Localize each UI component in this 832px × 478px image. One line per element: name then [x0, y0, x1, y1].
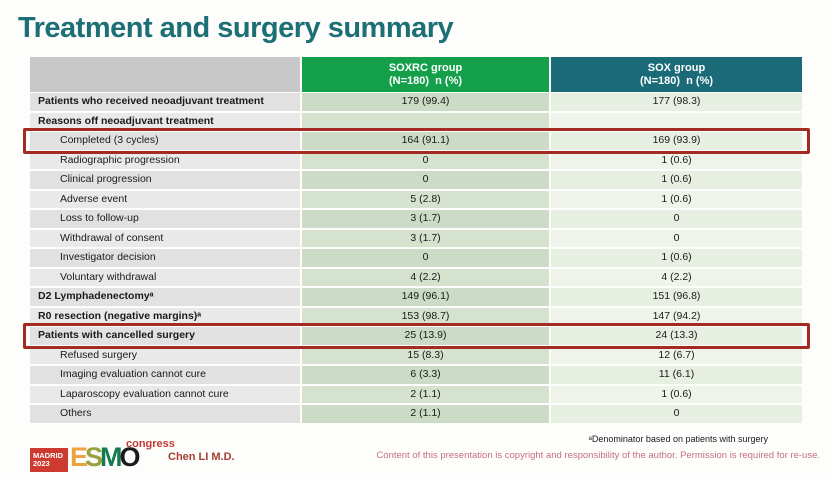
esmo-letter-s: S — [85, 442, 103, 472]
badge-year: 2023 — [33, 459, 50, 468]
esmo-letter-e: E — [70, 442, 88, 472]
table-row: Clinical progression 0 1 (0.6) — [30, 171, 802, 189]
table-row: Radiographic progression 0 1 (0.6) — [30, 151, 802, 169]
table-row: Reasons off neoadjuvant treatment — [30, 112, 802, 130]
sox-value: 1 (0.6) — [551, 385, 802, 403]
soxrc-group-name: SOXRC group — [388, 61, 463, 74]
sox-value — [551, 112, 802, 130]
summary-table: SOXRC group (N=180) n (%) SOX group (N=1… — [23, 57, 810, 425]
sox-value: 1 (0.6) — [551, 151, 802, 169]
esmo-letter-o: O — [119, 442, 141, 472]
table-row: Imaging evaluation cannot cure 6 (3.3) 11 … — [30, 366, 802, 384]
sox-value: 11 (6.1) — [551, 366, 802, 384]
table-row: D2 Lymphadenectomyᵃ 149 (96.1) 151 (96.8) — [30, 288, 802, 306]
sox-value: 0 — [551, 229, 802, 247]
soxrc-value: 149 (96.1) — [302, 288, 549, 306]
table-row: Completed (3 cycles) 164 (91.1) 169 (93.9) — [23, 128, 810, 154]
soxrc-value: 0 — [302, 151, 549, 169]
table-row: Voluntary withdrawal 4 (2.2) 4 (2.2) — [30, 268, 802, 286]
row-label: Completed (3 cycles) — [30, 132, 300, 150]
sox-value: 169 (93.9) — [551, 132, 802, 150]
sox-value: 4 (2.2) — [551, 268, 802, 286]
sox-value: 147 (94.2) — [551, 307, 802, 325]
sox-value: 151 (96.8) — [551, 288, 802, 306]
row-label: Refused surgery — [30, 346, 300, 364]
copyright-notice: Content of this presentation is copyrigh… — [376, 450, 820, 461]
sox-group-n: (N=180) n (%) — [639, 74, 714, 87]
row-label: Radiographic progression — [30, 151, 300, 169]
table-row: Refused surgery 15 (8.3) 12 (6.7) — [30, 346, 802, 364]
table-row: Adverse event 5 (2.8) 1 (0.6) — [30, 190, 802, 208]
page-title: Treatment and surgery summary — [18, 12, 454, 44]
sox-value: 1 (0.6) — [551, 190, 802, 208]
soxrc-value: 5 (2.8) — [302, 190, 549, 208]
sox-value: 0 — [551, 405, 802, 423]
table-row: R0 resection (negative margins)ᵃ 153 (98.… — [30, 307, 802, 325]
row-label: Laparoscopy evaluation cannot cure — [30, 385, 300, 403]
soxrc-value: 15 (8.3) — [302, 346, 549, 364]
table-row: Investigator decision 0 1 (0.6) — [30, 249, 802, 267]
soxrc-value: 153 (98.7) — [302, 307, 549, 325]
table-row: Others 2 (1.1) 0 — [30, 405, 802, 423]
table-footnote: ᵃDenominator based on patients with surg… — [588, 434, 768, 444]
presenter-name: Chen LI M.D. — [168, 451, 235, 463]
esmo-wordmark: ESMO — [70, 442, 141, 473]
row-label: Imaging evaluation cannot cure — [30, 366, 300, 384]
soxrc-value: 25 (13.9) — [302, 327, 549, 345]
soxrc-value: 6 (3.3) — [302, 366, 549, 384]
sox-group-name: SOX group — [647, 61, 706, 74]
congress-label: congress — [126, 438, 175, 450]
row-label: Patients who received neoadjuvant treatm… — [30, 93, 300, 111]
esmo-letter-m: M — [100, 442, 122, 472]
badge-city: MADRID — [33, 450, 63, 460]
soxrc-value: 4 (2.2) — [302, 268, 549, 286]
header-cell-sox-group: SOX group (N=180) n (%) — [551, 57, 802, 92]
header-cell-empty — [30, 57, 300, 92]
sox-value: 24 (13.3) — [551, 327, 802, 345]
row-label: R0 resection (negative margins)ᵃ — [30, 307, 300, 325]
row-label: Voluntary withdrawal — [30, 268, 300, 286]
row-label: Withdrawal of consent — [30, 229, 300, 247]
table-header-row: SOXRC group (N=180) n (%) SOX group (N=1… — [30, 57, 802, 92]
table-row: Patients with cancelled surgery 25 (13.9)… — [23, 323, 810, 349]
row-label: Patients with cancelled surgery — [30, 327, 300, 345]
row-label: D2 Lymphadenectomyᵃ — [30, 288, 300, 306]
table-row: Patients who received neoadjuvant treatm… — [30, 93, 802, 111]
soxrc-value: 3 (1.7) — [302, 210, 549, 228]
sox-value: 0 — [551, 210, 802, 228]
row-label: Reasons off neoadjuvant treatment — [30, 112, 300, 130]
header-cell-soxrc-group: SOXRC group (N=180) n (%) — [302, 57, 549, 92]
esmo-congress-logo: MADRID 2023 ESMO congress — [30, 438, 175, 474]
row-label: Others — [30, 405, 300, 423]
table-row: Loss to follow-up 3 (1.7) 0 — [30, 210, 802, 228]
madrid-2023-badge: MADRID 2023 — [30, 448, 68, 472]
soxrc-value — [302, 112, 549, 130]
row-label: Clinical progression — [30, 171, 300, 189]
table-body: Patients who received neoadjuvant treatm… — [23, 93, 810, 423]
soxrc-value: 179 (99.4) — [302, 93, 549, 111]
soxrc-value: 164 (91.1) — [302, 132, 549, 150]
sox-value: 1 (0.6) — [551, 171, 802, 189]
soxrc-value: 3 (1.7) — [302, 229, 549, 247]
soxrc-value: 0 — [302, 249, 549, 267]
sox-value: 12 (6.7) — [551, 346, 802, 364]
table-row: Withdrawal of consent 3 (1.7) 0 — [30, 229, 802, 247]
soxrc-value: 0 — [302, 171, 549, 189]
sox-value: 177 (98.3) — [551, 93, 802, 111]
sox-value: 1 (0.6) — [551, 249, 802, 267]
soxrc-value: 2 (1.1) — [302, 385, 549, 403]
soxrc-group-n: (N=180) n (%) — [388, 74, 463, 87]
soxrc-value: 2 (1.1) — [302, 405, 549, 423]
row-label: Investigator decision — [30, 249, 300, 267]
row-label: Loss to follow-up — [30, 210, 300, 228]
table-row: Laparoscopy evaluation cannot cure 2 (1.1… — [30, 385, 802, 403]
row-label: Adverse event — [30, 190, 300, 208]
